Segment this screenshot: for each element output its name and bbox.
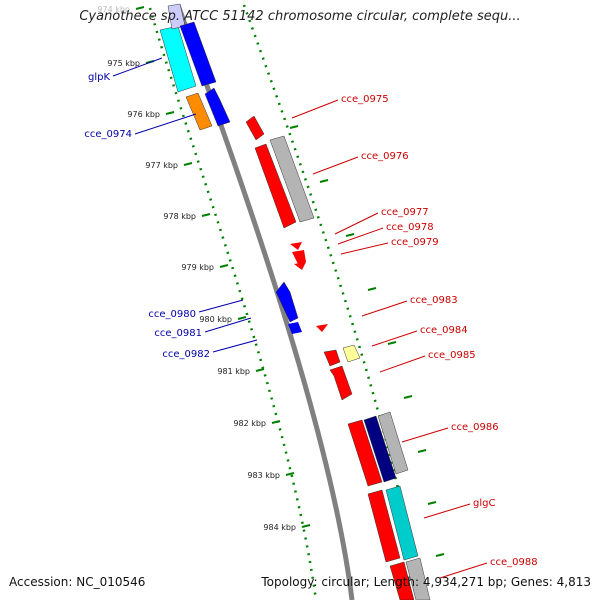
summary-text: Topology: circular; Length: 4,934,271 bp…	[261, 575, 591, 589]
tick-mark	[417, 449, 427, 453]
tick-label: 978 kbp	[163, 212, 196, 221]
tick-mark	[285, 472, 295, 476]
tick-mark	[135, 6, 145, 10]
tick-label: 975 kbp	[107, 59, 140, 68]
leader-line	[112, 57, 163, 77]
tick-mark	[255, 368, 265, 372]
feature-cce_0980[interactable]	[275, 281, 299, 323]
tick-mark	[427, 501, 437, 505]
gene-label[interactable]: cce_0988	[490, 557, 538, 568]
gene-label[interactable]: glpK	[88, 72, 110, 83]
tick-label: 984 kbp	[263, 523, 296, 532]
gene-label[interactable]: cce_0982	[162, 349, 210, 360]
chromosome-backbone	[175, 4, 355, 600]
feature-cce_0988[interactable]	[389, 561, 415, 600]
tick-label: 981 kbp	[217, 367, 250, 376]
tick-label: 976 kbp	[127, 110, 160, 119]
leader-line	[423, 503, 471, 519]
gene-label[interactable]: cce_0984	[420, 325, 468, 336]
feature-cce_0975[interactable]	[245, 115, 265, 141]
feature-cce_0974[interactable]	[204, 87, 231, 127]
gene-labels: glpK cce_0974 cce_0980 cce_0981 cce_0982 cce_…	[84, 57, 538, 579]
gene-label[interactable]: glgC	[473, 498, 495, 509]
gene-label[interactable]: cce_0974	[84, 129, 132, 140]
map-title: Cyanothece sp. ATCC 51142 chromosome cir…	[79, 9, 521, 24]
feature-cce_0984[interactable]	[342, 344, 361, 363]
gene-label[interactable]: cce_0981	[154, 328, 202, 339]
tick-label: 983 kbp	[247, 471, 280, 480]
tick-mark	[367, 287, 377, 291]
tick-mark	[183, 162, 193, 166]
gene-label[interactable]: cce_0979	[391, 237, 439, 248]
feature-cce_0986-dark[interactable]	[363, 415, 397, 483]
tick-mark	[271, 420, 281, 424]
feature-glgC[interactable]	[385, 485, 419, 561]
leader-line	[337, 227, 384, 245]
tick-label: 979 kbp	[181, 263, 214, 272]
leader-line	[334, 212, 379, 235]
leader-line	[371, 330, 418, 347]
feature-cce_0981[interactable]	[288, 322, 302, 334]
gene-label[interactable]: cce_0983	[410, 295, 458, 306]
leader-line	[439, 562, 488, 579]
gene-label[interactable]: cce_0976	[361, 151, 409, 162]
leader-line	[379, 355, 426, 373]
gene-label[interactable]: cce_0978	[386, 222, 434, 233]
feature-cce_0976-pseudo	[269, 135, 315, 223]
gene-features	[159, 3, 431, 600]
feature-cce_0976[interactable]	[254, 143, 297, 229]
gene-label[interactable]: cce_0977	[381, 207, 429, 218]
feature-cce_0978[interactable]	[292, 250, 306, 264]
leader-line	[312, 156, 359, 175]
tick-mark	[403, 395, 413, 399]
feature-cce_0983[interactable]	[323, 349, 341, 367]
leader-line	[340, 242, 389, 255]
tick-label: 974 kbp	[97, 5, 130, 14]
right-ring	[242, 4, 422, 600]
tick-mark	[435, 553, 445, 557]
tick-marks: 974 kbp 975 kbp 976 kbp 977 kbp 978 kbp 979 k…	[97, 5, 445, 557]
leader-line	[134, 113, 197, 135]
accession-text: Accession: NC_010546	[9, 575, 146, 589]
feature-orange[interactable]	[185, 92, 213, 131]
feature-cce_0974-blue[interactable]	[179, 21, 217, 87]
gene-label[interactable]: cce_0975	[341, 94, 389, 105]
leader-line	[198, 299, 244, 313]
tick-mark	[165, 111, 175, 115]
gene-label[interactable]: cce_0986	[451, 422, 499, 433]
tick-mark	[201, 213, 211, 217]
feature-cce_0979[interactable]	[294, 262, 306, 270]
tick-label: 982 kbp	[233, 419, 266, 428]
feature-glgC-red[interactable]	[367, 489, 401, 563]
leader-line	[212, 339, 258, 353]
feature-cce_0982[interactable]	[316, 324, 328, 332]
tick-label: 977 kbp	[145, 161, 178, 170]
leader-line	[361, 300, 408, 317]
tick-mark	[237, 316, 247, 320]
feature-cce_0988-pseudo	[405, 557, 431, 600]
leader-line	[401, 427, 449, 443]
feature-cce_0977[interactable]	[290, 242, 302, 250]
feature-cce_0986-pseudo	[377, 411, 409, 475]
feature-cce_0985[interactable]	[329, 365, 353, 401]
tick-label: 980 kbp	[199, 315, 232, 324]
tick-mark	[289, 125, 299, 129]
tick-mark	[345, 233, 355, 237]
tick-mark	[387, 341, 397, 345]
tick-mark	[301, 524, 311, 528]
tick-mark	[319, 179, 329, 183]
gene-label[interactable]: cce_0985	[428, 350, 476, 361]
gene-label[interactable]: cce_0980	[148, 309, 196, 320]
leader-line	[291, 99, 339, 119]
leader-line	[204, 317, 252, 333]
feature-cce_0986[interactable]	[347, 419, 383, 487]
tick-rings	[148, 4, 422, 600]
tick-mark	[219, 264, 229, 268]
